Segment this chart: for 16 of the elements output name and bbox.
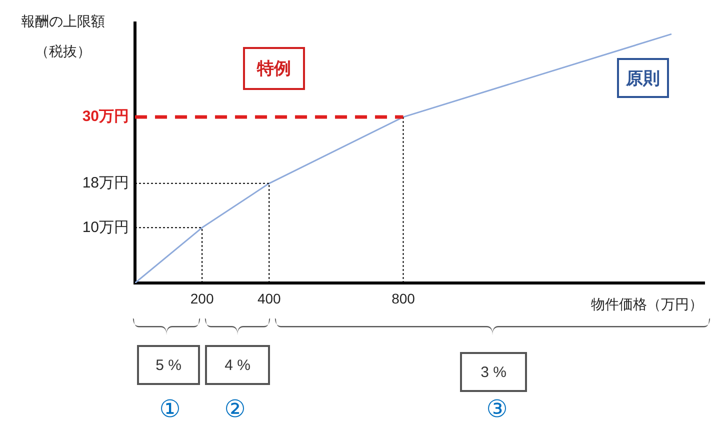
text: ① (158, 395, 182, 425)
text: 3 % (460, 352, 527, 392)
y-tick-label: 10万円 (82, 218, 129, 236)
x-tick-label: 200 (190, 290, 214, 306)
text: 5 % (137, 345, 200, 385)
y-tick-label: 30万円 (82, 108, 129, 126)
y-tick-label: 18万円 (82, 174, 129, 192)
annotation: 特例 (243, 47, 305, 90)
text: ③ (485, 395, 509, 425)
x-tick-label: 400 (257, 290, 282, 306)
text: 4 % (205, 345, 270, 385)
y-axis-title: 報酬の上限額（税抜） (20, 12, 106, 61)
text: ② (223, 395, 247, 425)
annotation: 原則 (617, 58, 669, 98)
x-tick-label: 800 (392, 290, 416, 306)
x-axis-title: 物件価格（万円） (591, 296, 703, 312)
